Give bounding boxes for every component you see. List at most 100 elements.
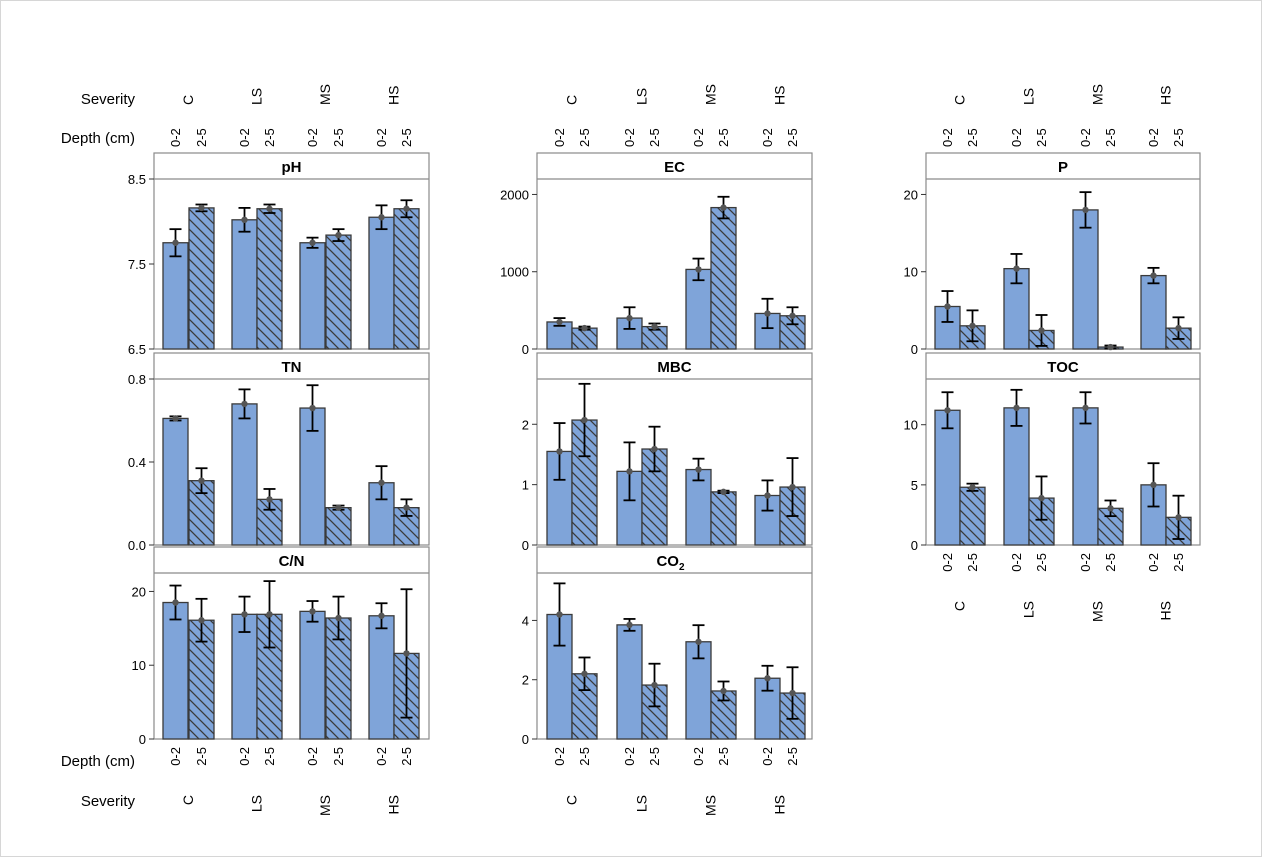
- bar-depth-2-5: [710, 206, 737, 350]
- depth-tick-label: 0-2: [940, 553, 955, 572]
- severity-tick-label: HS: [772, 795, 788, 814]
- depth-tick-label: 0-2: [622, 128, 637, 147]
- depth-tick-label: 0-2: [552, 128, 567, 147]
- depth-tick-label: 0-2: [1078, 553, 1093, 572]
- depth-tick-label: 2-5: [716, 747, 731, 766]
- depth-tick-label: 2-5: [965, 553, 980, 572]
- mean-point: [581, 324, 588, 332]
- severity-tick-label: MS: [703, 795, 719, 816]
- mean-point: [1038, 327, 1045, 334]
- y-tick-label: 20: [904, 187, 918, 202]
- mean-point: [309, 404, 316, 412]
- mean-point: [1013, 265, 1020, 272]
- bar-depth-0-2: [162, 417, 189, 546]
- mean-point: [789, 483, 796, 491]
- severity-tick-label: LS: [1021, 601, 1037, 618]
- panel-title: C/N: [279, 553, 305, 570]
- panel-frame: [153, 352, 430, 546]
- panel-title: CO2: [656, 553, 685, 573]
- panel-frame: [536, 152, 813, 350]
- y-tick-label: 0: [522, 732, 529, 747]
- depth-tick-label: 0-2: [622, 747, 637, 766]
- mean-point: [720, 687, 727, 695]
- bar-depth-2-5: [710, 690, 737, 740]
- depth-tick-label: 2-5: [194, 747, 209, 766]
- panel-frame: [536, 352, 813, 546]
- severity-axis-label: Severity: [81, 91, 136, 108]
- depth-tick-label: 2-5: [785, 128, 800, 147]
- panel-title: MBC: [657, 359, 691, 376]
- mean-point: [1107, 343, 1114, 351]
- bar-depth-2-5: [325, 506, 352, 546]
- mean-point: [172, 239, 179, 246]
- bar-depth-0-2: [368, 615, 395, 740]
- mean-point: [944, 407, 951, 414]
- depth-tick-label: 0-2: [691, 128, 706, 147]
- depth-tick-label: 2-5: [1171, 128, 1186, 147]
- depth-tick-label: 2-5: [1103, 553, 1118, 572]
- bar-depth-0-2: [231, 613, 258, 740]
- mean-point: [1107, 505, 1114, 512]
- y-tick-label: 4: [522, 613, 529, 628]
- bar-depth-0-2: [299, 610, 326, 740]
- severity-tick-label: C: [180, 795, 196, 805]
- mean-point: [1175, 514, 1182, 521]
- mean-point: [969, 484, 976, 491]
- depth-tick-label: 0-2: [760, 747, 775, 766]
- bar-depth-0-2: [162, 242, 189, 350]
- severity-tick-label: MS: [1090, 601, 1106, 622]
- mean-point: [651, 445, 658, 453]
- severity-tick-label: C: [952, 601, 968, 611]
- bar-depth-0-2: [299, 242, 326, 350]
- mean-point: [172, 415, 179, 422]
- depth-tick-label: 0-2: [374, 128, 389, 147]
- mean-point: [626, 314, 633, 322]
- bar-depth-0-2: [1140, 274, 1167, 350]
- mean-point: [720, 204, 727, 211]
- mean-point: [378, 479, 385, 486]
- mean-point: [266, 496, 273, 503]
- depth-tick-label: 0-2: [168, 128, 183, 147]
- depth-tick-label: 2-5: [1171, 553, 1186, 572]
- severity-tick-label: HS: [772, 86, 788, 105]
- panel-title: TN: [282, 359, 302, 376]
- panel-frame: [925, 152, 1201, 350]
- mean-point: [944, 303, 951, 310]
- bar-depth-0-2: [1072, 209, 1099, 350]
- severity-tick-label: MS: [703, 84, 719, 105]
- severity-tick-label: MS: [317, 84, 333, 105]
- bar-depth-0-2: [616, 624, 643, 740]
- depth-tick-label: 2-5: [399, 128, 414, 147]
- mean-point: [969, 322, 976, 330]
- y-tick-label: 10: [132, 658, 146, 673]
- mean-point: [335, 504, 342, 511]
- depth-tick-label: 0-2: [374, 747, 389, 766]
- mean-point: [309, 608, 316, 615]
- mean-point: [556, 318, 563, 326]
- severity-tick-label: HS: [1158, 86, 1174, 105]
- bar-depth-2-5: [393, 208, 420, 350]
- severity-tick-label: HS: [1158, 601, 1174, 620]
- mean-point: [651, 681, 658, 689]
- mean-point: [695, 638, 702, 645]
- y-tick-label: 1: [522, 478, 529, 493]
- mean-point: [1082, 206, 1089, 214]
- mean-point: [198, 204, 205, 212]
- mean-point: [764, 675, 771, 682]
- mean-point: [266, 205, 273, 212]
- y-tick-label: 0: [522, 538, 529, 553]
- panel-title: EC: [664, 159, 685, 176]
- depth-tick-label: 2-5: [647, 128, 662, 147]
- depth-tick-label: 2-5: [785, 747, 800, 766]
- mean-point: [1175, 324, 1182, 332]
- severity-tick-label: C: [564, 795, 580, 805]
- y-tick-label: 5: [911, 478, 918, 493]
- bar-depth-0-2: [685, 268, 712, 350]
- severity-tick-label: LS: [249, 88, 265, 105]
- depth-tick-label: 0-2: [691, 747, 706, 766]
- y-tick-label: 0: [911, 538, 918, 553]
- depth-tick-label: 2-5: [331, 128, 346, 147]
- depth-tick-label: 0-2: [305, 128, 320, 147]
- mean-point: [378, 612, 385, 619]
